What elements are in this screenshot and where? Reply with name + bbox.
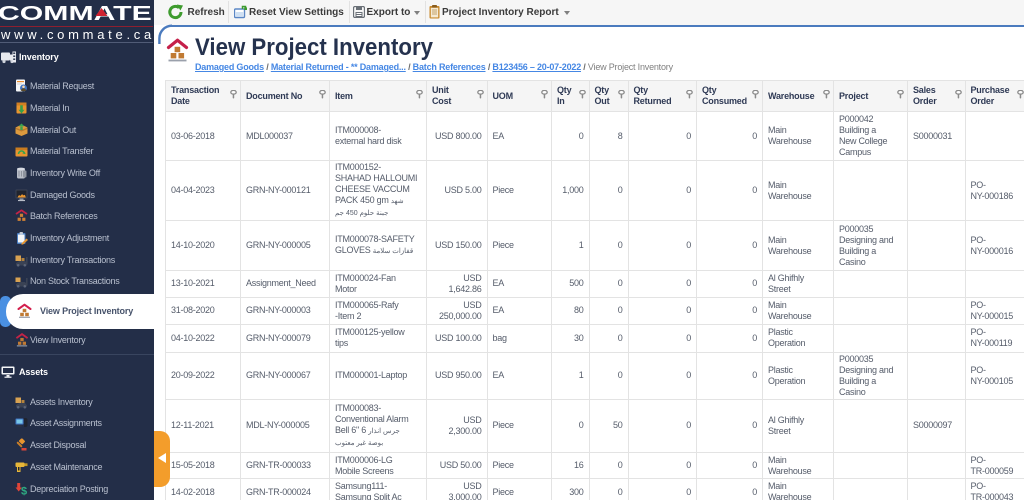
svg-text:$: $: [21, 485, 27, 495]
